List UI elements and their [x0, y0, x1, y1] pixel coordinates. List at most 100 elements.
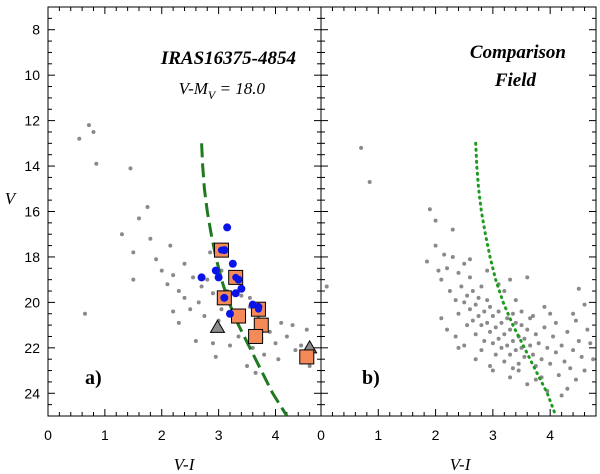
- panel-a-x-tick-label: 0: [44, 427, 52, 443]
- panel-b-field-star: [513, 298, 518, 303]
- panel-a-blue-star-in-square: [217, 246, 225, 254]
- panel-b-field-star: [568, 366, 573, 371]
- panel-b-field-star: [467, 275, 472, 280]
- panel-b-field-star: [433, 218, 438, 223]
- panel-a-field-star: [159, 268, 164, 273]
- panel-a-field-star: [267, 329, 272, 334]
- panel-a-blue-star: [231, 289, 240, 298]
- panel-a-field-star: [236, 334, 241, 339]
- panel-b-field-star: [445, 266, 450, 271]
- panel-b-field-star: [502, 359, 507, 364]
- panel-b-field-star: [502, 332, 507, 337]
- panel-b-field-star: [456, 345, 461, 350]
- panel-a-blue-star: [237, 284, 246, 293]
- panel-b-field-star: [467, 307, 472, 312]
- panel-a-blue-star: [223, 223, 232, 232]
- panel-b-field-star: [424, 259, 429, 264]
- panel-b-field-star: [582, 368, 587, 373]
- panel-b-field-star: [519, 323, 524, 328]
- panel-b-title-line1: Comparison: [470, 42, 566, 63]
- panel-a-blue-star: [226, 309, 234, 318]
- panel-a-title: IRAS16375-4854: [160, 48, 296, 69]
- panel-a-blue-star-in-square: [232, 273, 240, 281]
- panel-b-field-star: [479, 348, 484, 353]
- panel-b-field-star: [482, 339, 487, 344]
- panel-b-field-star: [490, 368, 495, 373]
- panel-b-field-star: [576, 339, 581, 344]
- panel-a-field-star: [208, 250, 213, 255]
- panel-a-field-star: [154, 257, 159, 262]
- panel-a-field-star: [145, 204, 150, 209]
- panel-a-field-star: [239, 293, 244, 298]
- panel-a-distance-modulus: V-MV = 18.0: [179, 79, 266, 102]
- panel-b-field-star: [473, 332, 478, 337]
- panel-a-field-star: [94, 161, 99, 166]
- panel-a-y-tick-label: 8: [32, 22, 40, 38]
- panel-b-field-star: [473, 357, 478, 362]
- panel-a-field-star: [202, 314, 207, 319]
- panel-a-field-star: [171, 309, 176, 314]
- panel-a-field-star: [91, 129, 96, 134]
- panel-a-orange-square: [299, 349, 315, 365]
- panel-b-field-star: [499, 345, 504, 350]
- panel-b-field-star: [533, 332, 538, 337]
- panel-b-field-star: [476, 314, 481, 319]
- panel-b-field-star: [367, 179, 372, 184]
- panel-b-field-star: [453, 334, 458, 339]
- panel-b-field-star: [462, 343, 467, 348]
- panel-a-field-star: [131, 250, 136, 255]
- panel-b-field-star: [493, 352, 498, 357]
- panel-a-field-star: [284, 334, 289, 339]
- panel-b: 0 1 2 3 4 Comparison Field b) V-I: [317, 6, 597, 474]
- panel-b-field-star: [525, 382, 530, 387]
- panel-b-xlabel: V-I: [450, 455, 472, 474]
- panel-b-field-star: [456, 311, 461, 316]
- panel-b-field-star: [573, 318, 578, 323]
- panel-a-blue-star: [214, 273, 223, 282]
- panel-b-field-star: [585, 327, 590, 332]
- panel-a-field-star: [273, 341, 278, 346]
- panel-b-field-star: [485, 268, 490, 273]
- panel-b-field-star: [485, 320, 490, 325]
- panel-b-field-star: [548, 311, 553, 316]
- panel-b-field-star: [588, 341, 593, 346]
- panel-b-field-star: [359, 145, 364, 150]
- panel-a-xlabel: V-I: [174, 455, 196, 474]
- panel-b-field-star: [488, 329, 493, 334]
- panel-b-field-star: [510, 366, 515, 371]
- panel-b-field-star: [553, 320, 558, 325]
- panel-b-field-star: [473, 302, 478, 307]
- panel-a-field-star: [119, 232, 124, 237]
- panel-b-field-star: [551, 334, 556, 339]
- panel-a-field-star: [262, 352, 267, 357]
- panel-b-field-star: [479, 323, 484, 328]
- panel-b-field-star: [522, 354, 527, 359]
- panel-b-field-star: [490, 314, 495, 319]
- panel-b-x-tick-label: 1: [374, 427, 382, 443]
- panel-b-field-star: [490, 341, 495, 346]
- panel-b-field-star: [516, 368, 521, 373]
- panel-b-label: b): [362, 367, 380, 389]
- panel-b-field-star: [559, 393, 564, 398]
- panel-a-y-tick-label: 14: [24, 158, 40, 174]
- panel-a-field-star: [245, 364, 250, 369]
- panel-a-blue-star-in-square: [220, 294, 228, 302]
- panel-b-field-star: [453, 298, 458, 303]
- panel-a-field-star: [276, 357, 281, 362]
- panel-b-field-star: [525, 275, 530, 280]
- panel-a-field-star: [253, 370, 258, 375]
- panel-b-x-tick-label: 2: [432, 427, 440, 443]
- panel-a-field-star: [279, 320, 284, 325]
- panel-a-field-star: [299, 343, 304, 348]
- panel-b-field-star: [591, 357, 596, 362]
- panel-b-field-star: [439, 316, 444, 321]
- panel-a-y-tick-label: 12: [24, 113, 40, 129]
- panel-b-field-star: [493, 325, 498, 330]
- panel-a-blue-star: [197, 273, 206, 282]
- panel-b-field-star: [510, 339, 515, 344]
- y-axis-label: V: [5, 189, 18, 208]
- panel-b-ticks: 0 1 2 3 4: [317, 6, 597, 443]
- panel-b-field-star: [482, 309, 487, 314]
- panel-b-field-star: [519, 309, 524, 314]
